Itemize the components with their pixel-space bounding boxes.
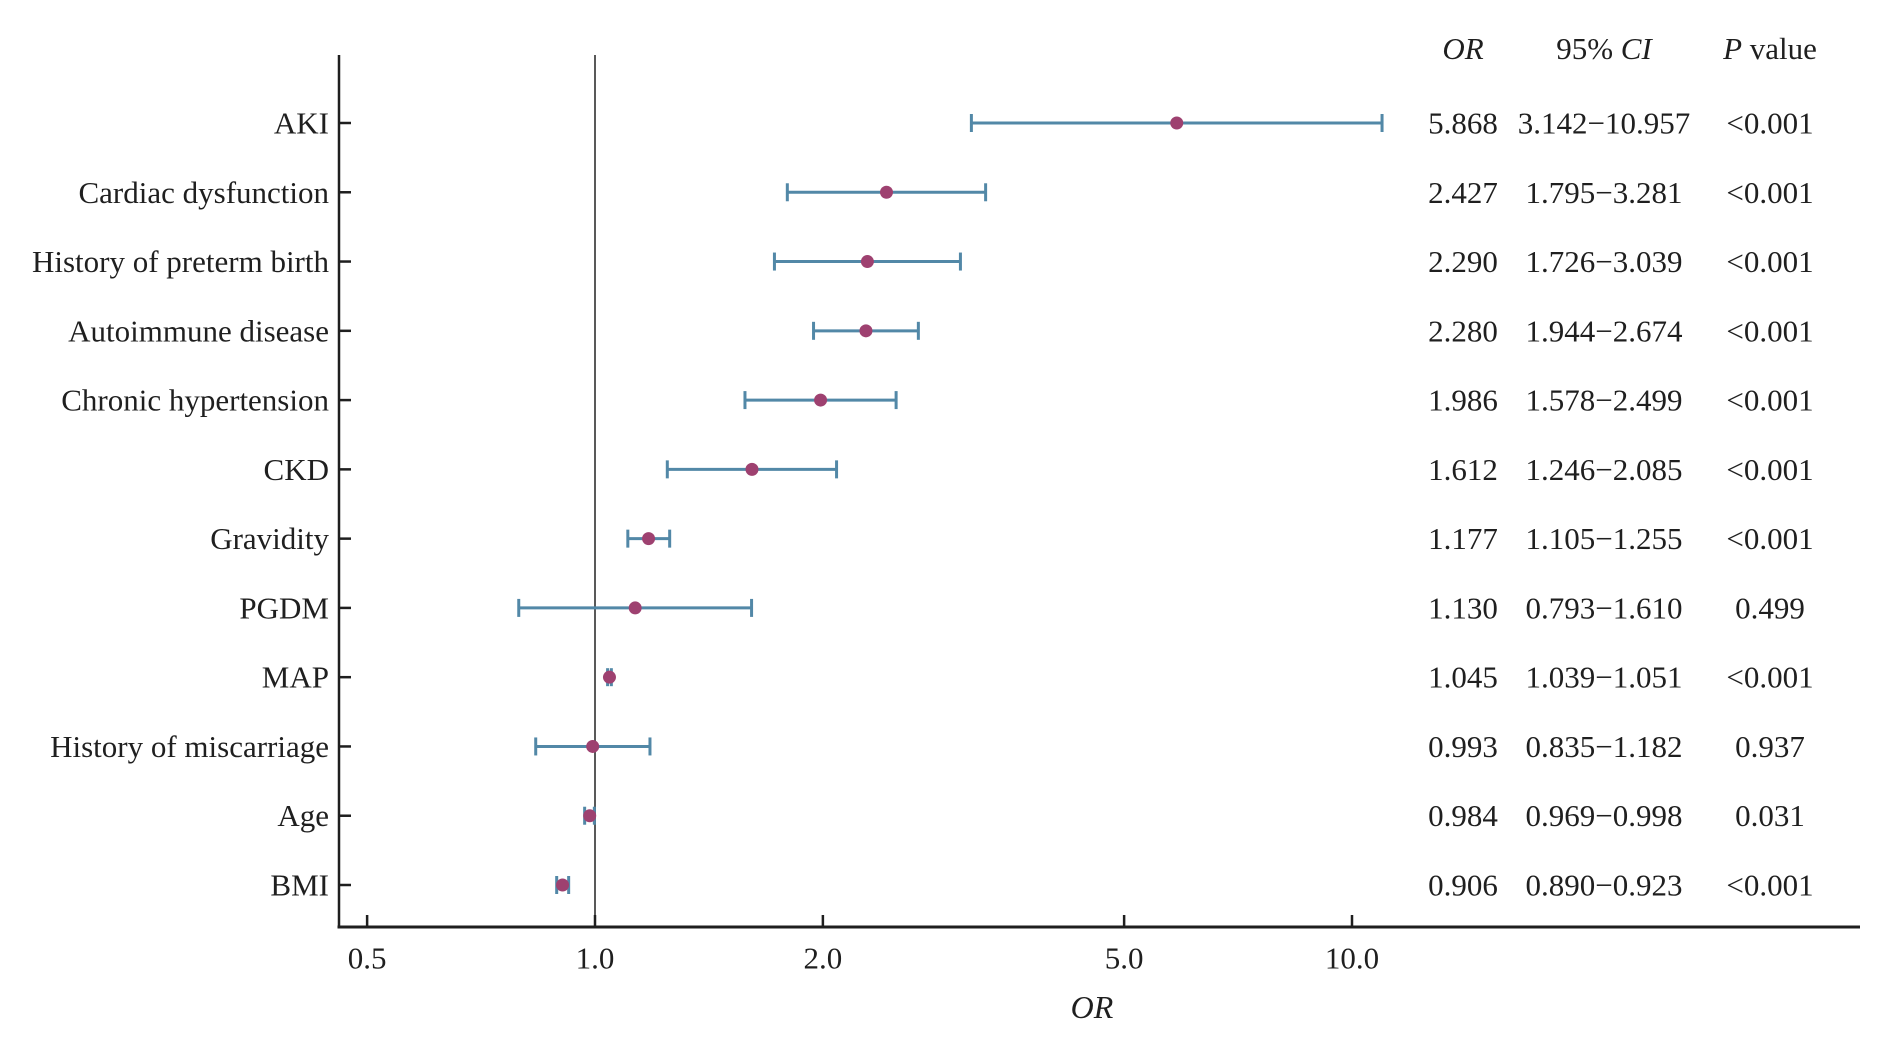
table-cell-or: 5.868 bbox=[1428, 106, 1498, 141]
table-cell-ci: 0.835−1.182 bbox=[1526, 729, 1683, 764]
table-cell-or: 1.177 bbox=[1428, 521, 1498, 556]
or-point bbox=[628, 601, 642, 615]
table-cell-or: 0.984 bbox=[1428, 798, 1498, 833]
table-cell-p: <0.001 bbox=[1726, 452, 1813, 487]
table-cell-ci: 1.944−2.674 bbox=[1526, 313, 1683, 348]
table-header-part: P bbox=[1722, 31, 1742, 66]
or-point bbox=[1170, 116, 1184, 130]
table-cell-or: 2.280 bbox=[1428, 313, 1498, 348]
table-cell-p: 0.499 bbox=[1735, 590, 1805, 625]
table-cell-ci: 1.578−2.499 bbox=[1526, 383, 1683, 418]
table-cell-or: 1.130 bbox=[1428, 590, 1498, 625]
category-label: Chronic hypertension bbox=[61, 383, 329, 418]
table-cell-p: <0.001 bbox=[1726, 313, 1813, 348]
table-cell-ci: 0.969−0.998 bbox=[1526, 798, 1683, 833]
or-point bbox=[814, 393, 828, 407]
table-cell-p: <0.001 bbox=[1726, 244, 1813, 279]
category-label: Gravidity bbox=[210, 521, 329, 556]
table-header-part: 95% bbox=[1556, 31, 1621, 66]
or-point bbox=[642, 532, 656, 546]
table-cell-or: 0.906 bbox=[1428, 867, 1498, 902]
or-point bbox=[745, 462, 759, 476]
category-label: History of miscarriage bbox=[50, 729, 329, 764]
x-tick-label-0.5: 0.5 bbox=[348, 941, 387, 976]
category-label: AKI bbox=[274, 106, 329, 141]
table-header-part: CI bbox=[1621, 31, 1654, 66]
or-point bbox=[879, 185, 893, 199]
category-label: Autoimmune disease bbox=[68, 313, 329, 348]
or-point bbox=[556, 878, 570, 892]
or-point bbox=[583, 809, 597, 823]
table-cell-p: <0.001 bbox=[1726, 867, 1813, 902]
table-cell-ci: 3.142−10.957 bbox=[1518, 106, 1690, 141]
table-cell-ci: 1.795−3.281 bbox=[1526, 175, 1683, 210]
x-tick-label-2.0: 2.0 bbox=[804, 941, 843, 976]
table-cell-ci: 0.890−0.923 bbox=[1526, 867, 1683, 902]
table-cell-or: 2.427 bbox=[1428, 175, 1498, 210]
table-cell-ci: 1.105−1.255 bbox=[1526, 521, 1683, 556]
category-label: Cardiac dysfunction bbox=[78, 175, 329, 210]
table-cell-p: <0.001 bbox=[1726, 383, 1813, 418]
table-cell-p: <0.001 bbox=[1726, 175, 1813, 210]
table-cell-or: 1.045 bbox=[1428, 660, 1498, 695]
or-point bbox=[860, 255, 874, 269]
table-header-or: OR bbox=[1442, 31, 1483, 66]
category-label: History of preterm birth bbox=[32, 244, 330, 279]
table-cell-p: <0.001 bbox=[1726, 106, 1813, 141]
table-cell-p: 0.937 bbox=[1735, 729, 1805, 764]
or-point bbox=[586, 739, 600, 753]
category-label: CKD bbox=[264, 452, 329, 487]
table-header-part: value bbox=[1742, 31, 1817, 66]
table-cell-or: 0.993 bbox=[1428, 729, 1498, 764]
or-point bbox=[859, 324, 873, 338]
table-cell-ci: 1.246−2.085 bbox=[1526, 452, 1683, 487]
table-cell-or: 1.986 bbox=[1428, 383, 1498, 418]
x-tick-label-1.0: 1.0 bbox=[576, 941, 615, 976]
table-cell-or: 1.612 bbox=[1428, 452, 1498, 487]
table-cell-p: <0.001 bbox=[1726, 521, 1813, 556]
table-cell-or: 2.290 bbox=[1428, 244, 1498, 279]
table-header-ci: 95% CI bbox=[1556, 31, 1653, 66]
table-cell-ci: 0.793−1.610 bbox=[1526, 590, 1683, 625]
category-label: MAP bbox=[262, 660, 329, 695]
x-tick-label-5.0: 5.0 bbox=[1105, 941, 1144, 976]
x-axis-title: OR bbox=[1071, 989, 1114, 1025]
x-tick-label-10.0: 10.0 bbox=[1325, 941, 1379, 976]
table-cell-ci: 1.726−3.039 bbox=[1526, 244, 1683, 279]
table-cell-p: <0.001 bbox=[1726, 660, 1813, 695]
table-header-p: P value bbox=[1722, 31, 1817, 66]
category-label: PGDM bbox=[239, 590, 329, 625]
table-header-part: OR bbox=[1442, 31, 1483, 66]
table-cell-p: 0.031 bbox=[1735, 798, 1805, 833]
table-cell-ci: 1.039−1.051 bbox=[1526, 660, 1683, 695]
or-point bbox=[602, 670, 616, 684]
category-label: Age bbox=[277, 798, 329, 833]
category-label: BMI bbox=[270, 867, 329, 902]
